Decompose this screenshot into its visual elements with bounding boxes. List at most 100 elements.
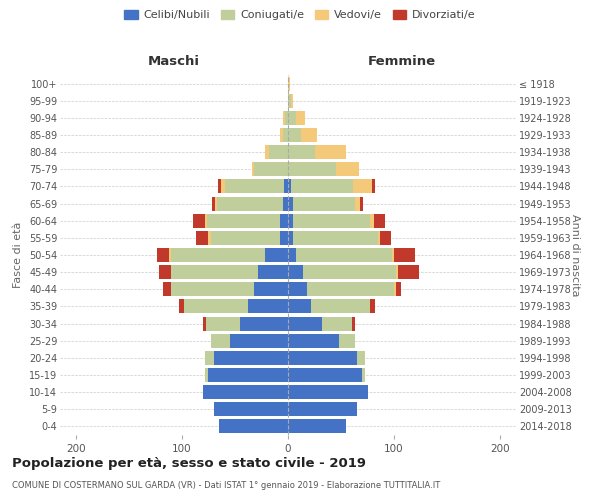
Bar xyxy=(254,282,288,296)
Bar xyxy=(355,196,360,210)
Bar xyxy=(280,128,283,142)
Bar xyxy=(226,180,284,194)
Bar xyxy=(169,248,172,262)
Bar xyxy=(252,162,254,176)
Bar xyxy=(288,231,293,245)
Bar xyxy=(396,282,401,296)
Bar xyxy=(352,316,355,330)
Bar xyxy=(214,351,288,365)
Bar xyxy=(205,368,208,382)
Bar xyxy=(288,300,311,314)
Bar xyxy=(288,94,291,108)
Bar xyxy=(288,316,322,330)
Bar xyxy=(193,214,205,228)
Bar xyxy=(293,231,378,245)
Bar xyxy=(230,334,288,347)
Bar xyxy=(172,265,259,279)
Bar xyxy=(283,128,288,142)
Bar xyxy=(362,368,365,382)
Y-axis label: Anni di nascita: Anni di nascita xyxy=(570,214,580,296)
Bar xyxy=(288,351,357,365)
Y-axis label: Fasce di età: Fasce di età xyxy=(13,222,23,288)
Bar xyxy=(296,248,392,262)
Bar xyxy=(288,282,307,296)
Bar xyxy=(288,111,296,125)
Bar xyxy=(296,111,305,125)
Bar xyxy=(269,145,288,159)
Bar xyxy=(221,180,226,194)
Bar xyxy=(208,214,280,228)
Bar xyxy=(265,248,288,262)
Bar xyxy=(211,334,230,347)
Bar xyxy=(394,282,396,296)
Bar xyxy=(158,265,172,279)
Bar xyxy=(288,385,368,399)
Bar xyxy=(203,316,206,330)
Bar xyxy=(212,196,215,210)
Bar xyxy=(293,196,355,210)
Bar xyxy=(374,214,385,228)
Bar xyxy=(288,402,357,416)
Bar xyxy=(218,180,221,194)
Bar xyxy=(288,334,339,347)
Bar xyxy=(394,248,415,262)
Bar xyxy=(291,180,353,194)
Bar xyxy=(179,300,184,314)
Text: Maschi: Maschi xyxy=(148,55,200,68)
Bar xyxy=(208,231,211,245)
Bar xyxy=(392,248,394,262)
Bar xyxy=(215,196,217,210)
Bar xyxy=(303,265,396,279)
Bar xyxy=(288,368,362,382)
Bar xyxy=(157,248,169,262)
Bar xyxy=(280,231,288,245)
Bar xyxy=(398,265,419,279)
Bar xyxy=(254,162,288,176)
Bar xyxy=(163,282,172,296)
Bar xyxy=(217,196,283,210)
Bar xyxy=(240,316,288,330)
Bar xyxy=(196,231,208,245)
Text: COMUNE DI COSTERMANO SUL GARDA (VR) - Dati ISTAT 1° gennaio 2019 - Elaborazione : COMUNE DI COSTERMANO SUL GARDA (VR) - Da… xyxy=(12,481,440,490)
Bar xyxy=(378,231,380,245)
Bar xyxy=(208,368,288,382)
Bar xyxy=(288,180,291,194)
Bar xyxy=(280,214,288,228)
Bar xyxy=(172,248,265,262)
Bar xyxy=(336,162,359,176)
Bar xyxy=(380,231,391,245)
Bar xyxy=(288,420,346,434)
Bar xyxy=(284,180,288,194)
Bar xyxy=(205,351,214,365)
Bar xyxy=(203,385,288,399)
Bar xyxy=(211,231,280,245)
Bar xyxy=(357,351,365,365)
Bar xyxy=(322,316,352,330)
Bar xyxy=(396,265,398,279)
Bar xyxy=(370,300,375,314)
Text: Popolazione per età, sesso e stato civile - 2019: Popolazione per età, sesso e stato civil… xyxy=(12,458,366,470)
Bar xyxy=(214,402,288,416)
Bar xyxy=(265,145,269,159)
Text: Femmine: Femmine xyxy=(368,55,436,68)
Legend: Celibi/Nubili, Coniugati/e, Vedovi/e, Divorziati/e: Celibi/Nubili, Coniugati/e, Vedovi/e, Di… xyxy=(120,6,480,25)
Bar xyxy=(259,265,288,279)
Bar xyxy=(353,180,372,194)
Bar xyxy=(293,214,370,228)
Bar xyxy=(314,145,346,159)
Bar xyxy=(301,128,317,142)
Bar xyxy=(283,111,285,125)
Bar xyxy=(288,162,336,176)
Bar xyxy=(370,214,374,228)
Bar xyxy=(206,316,240,330)
Bar xyxy=(184,300,248,314)
Bar xyxy=(172,282,254,296)
Bar xyxy=(307,282,394,296)
Bar xyxy=(339,334,355,347)
Bar xyxy=(285,111,288,125)
Bar xyxy=(288,248,296,262)
Bar xyxy=(311,300,370,314)
Bar xyxy=(288,265,303,279)
Bar xyxy=(205,214,208,228)
Bar xyxy=(288,214,293,228)
